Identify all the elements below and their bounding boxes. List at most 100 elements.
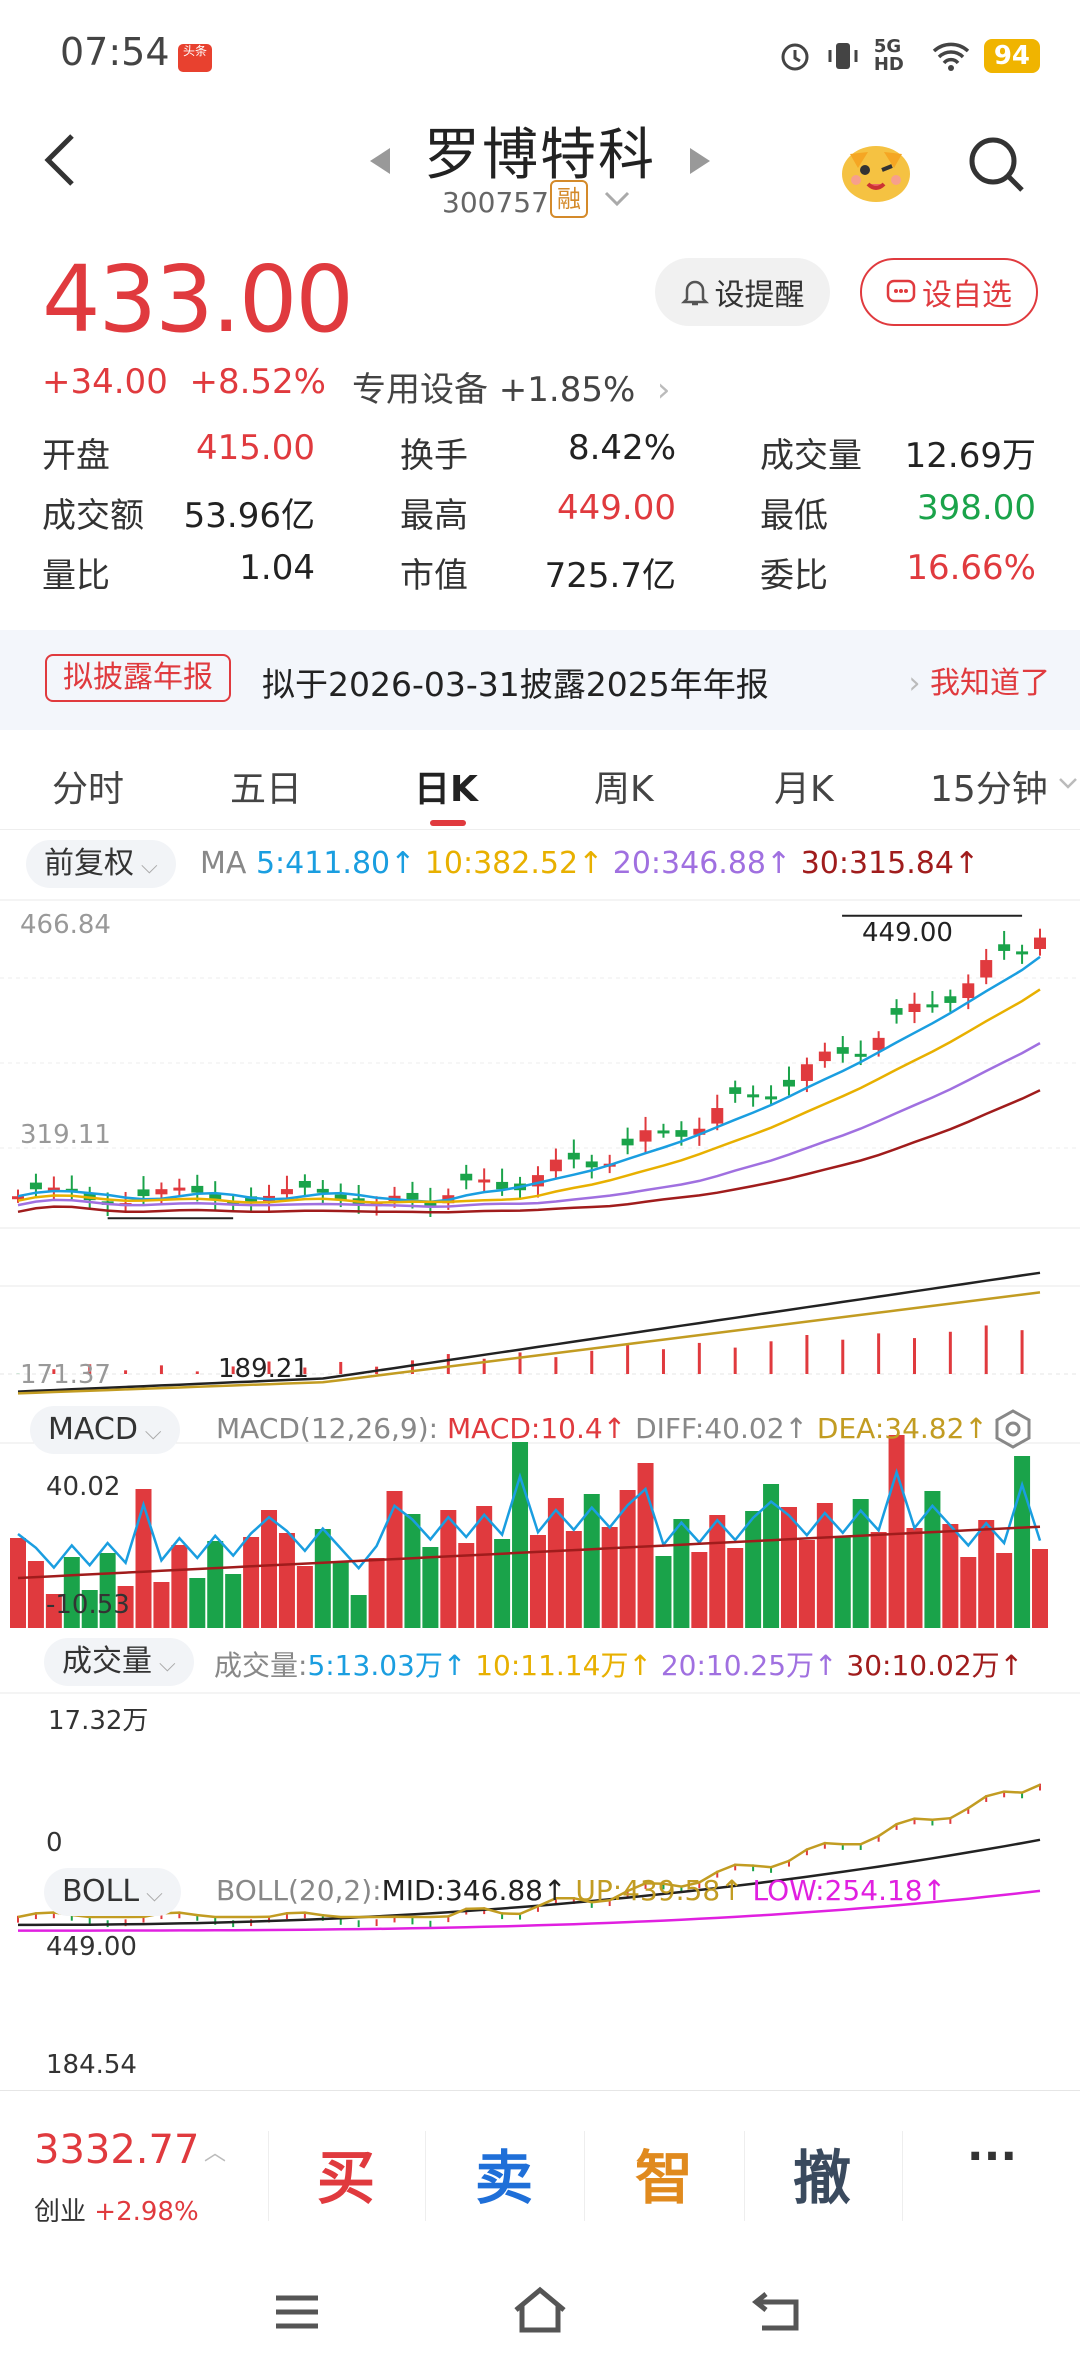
candle-body <box>280 1189 293 1195</box>
menu-icon[interactable] <box>272 2292 322 2332</box>
index-name: 创业 <box>34 2197 87 2227</box>
stat-value: 725.7亿 <box>544 556 676 596</box>
boll-dropdown[interactable]: BOLL ⌵ <box>44 1868 181 1916</box>
volume-bar <box>691 1552 708 1628</box>
volume-bar <box>458 1543 475 1628</box>
candle-body <box>29 1182 42 1190</box>
change-amount: +34.00 <box>42 362 168 402</box>
notice-text: 拟于2026-03-31披露2025年年报 <box>262 665 769 704</box>
stat-value: 12.69万 <box>904 436 1036 476</box>
volume-bar <box>171 1545 188 1628</box>
volume-bar <box>494 1539 511 1628</box>
set-alert-button[interactable]: 设提醒 <box>655 258 830 326</box>
macd-dropdown[interactable]: MACD ⌵ <box>30 1406 180 1454</box>
boll-axis-top: 449.00 <box>46 1932 137 1962</box>
price-axis-mid: 319.11 <box>20 1120 111 1150</box>
next-stock-icon[interactable] <box>688 146 712 176</box>
stat-label: 开盘 <box>42 436 110 476</box>
candle-body <box>747 1094 760 1098</box>
volume-bar <box>296 1566 313 1628</box>
candle-body <box>1016 951 1029 955</box>
candle-body <box>890 1008 903 1015</box>
sector-link[interactable]: 专用设备 +1.85% › <box>352 362 671 411</box>
boll-legend: BOLL(20,2):MID:346.88↑ UP:439.58↑ LOW:25… <box>216 1874 946 1907</box>
volume-bar <box>207 1541 224 1628</box>
volume-bar <box>673 1519 690 1628</box>
divider <box>902 2131 903 2221</box>
ma10-value: 10:382.52↑ <box>424 846 604 881</box>
candle-body <box>496 1181 509 1190</box>
home-icon[interactable] <box>512 2286 568 2334</box>
volume-bar <box>942 1524 959 1628</box>
stat-value: 53.96亿 <box>183 496 315 536</box>
add-watchlist-button[interactable]: 设自选 <box>860 258 1038 326</box>
chevron-down-icon[interactable] <box>1058 776 1078 790</box>
kline-chart-area[interactable]: 前复权 ⌵ MA 5:411.80↑ 10:382.52↑ 20:346.88↑… <box>0 828 1080 2088</box>
chevron-right-icon: › <box>646 370 671 410</box>
vibrate-icon <box>828 43 858 69</box>
candle-body <box>836 1047 849 1054</box>
period-tabs: 分时 五日 日K 周K 月K 15分钟 <box>0 740 1080 830</box>
candles-group <box>12 914 1046 1220</box>
volume-bar <box>960 1557 977 1628</box>
candle-body <box>567 1152 580 1160</box>
vol-ma30-line <box>17 1525 1041 1580</box>
stat-label: 最低 <box>760 496 828 536</box>
price-axis-top: 466.84 <box>20 910 111 940</box>
dismiss-notice-button[interactable]: › 我知道了 <box>908 658 1050 702</box>
tab-monthly-k[interactable]: 月K <box>774 769 834 810</box>
candle-body <box>334 1194 347 1201</box>
volume-bar <box>45 1594 62 1628</box>
status-bar: 07:54 头条 5G HD 94 <box>0 0 1080 110</box>
tab-15min[interactable]: 15分钟 <box>930 769 1048 810</box>
ma-line <box>17 1042 1041 1208</box>
divider <box>268 2131 269 2221</box>
volume-bar <box>512 1442 529 1628</box>
volume-bar <box>422 1547 439 1628</box>
macd-label: MACD <box>48 1412 138 1447</box>
vol-ma5-line <box>17 1468 1042 1571</box>
candle-body <box>962 983 975 999</box>
vol-ma5: 5:13.03万↑ <box>307 1649 467 1682</box>
search-icon[interactable] <box>966 134 1026 194</box>
smart-button[interactable]: 智 <box>634 2144 693 2212</box>
sell-button[interactable]: 卖 <box>474 2144 533 2212</box>
back-icon[interactable] <box>40 130 80 190</box>
stat-value: 449.00 <box>557 488 676 528</box>
tab-daily-k[interactable]: 日K <box>414 769 478 810</box>
volume-dropdown[interactable]: 成交量 ⌵ <box>44 1638 194 1686</box>
volume-bar <box>780 1507 797 1628</box>
boll-up-line <box>17 1783 1041 1919</box>
candle-body <box>137 1189 150 1197</box>
more-button[interactable]: ··· <box>966 2131 1018 2182</box>
volume-bar <box>1032 1549 1048 1628</box>
chevron-down-icon[interactable] <box>604 190 630 208</box>
buy-button[interactable]: 买 <box>316 2144 375 2212</box>
tab-weekly-k[interactable]: 周K <box>594 769 654 810</box>
adjust-dropdown[interactable]: 前复权 ⌵ <box>26 840 176 888</box>
toutiao-icon: 头条 <box>178 44 212 72</box>
settings-icon[interactable] <box>992 1408 1034 1450</box>
mascot-icon[interactable] <box>836 128 916 208</box>
index-value[interactable]: 3332.77 <box>34 2127 200 2173</box>
volume-bar <box>870 1532 887 1628</box>
chevron-up-icon[interactable]: ︿ <box>204 2141 227 2166</box>
watchlist-icon <box>886 279 916 303</box>
macd-value: MACD:10.4↑ <box>447 1412 627 1445</box>
volume-bar <box>601 1527 618 1628</box>
tab-five-day[interactable]: 五日 <box>230 769 303 810</box>
prev-stock-icon[interactable] <box>368 146 392 176</box>
bell-icon <box>680 280 709 306</box>
macd-axis-top: 40.02 <box>46 1472 121 1502</box>
volume-bar <box>99 1553 116 1628</box>
tab-intraday[interactable]: 分时 <box>52 769 125 810</box>
volume-bar <box>924 1491 941 1628</box>
candle-body <box>531 1175 544 1187</box>
candle-body <box>316 1188 329 1193</box>
cancel-order-button[interactable]: 撤 <box>792 2144 851 2212</box>
volume-bar <box>709 1515 726 1628</box>
volume-bar <box>404 1514 421 1628</box>
index-change: +2.98% <box>94 2197 199 2227</box>
back-nav-icon[interactable] <box>752 2288 802 2334</box>
volume-bar <box>314 1529 331 1628</box>
